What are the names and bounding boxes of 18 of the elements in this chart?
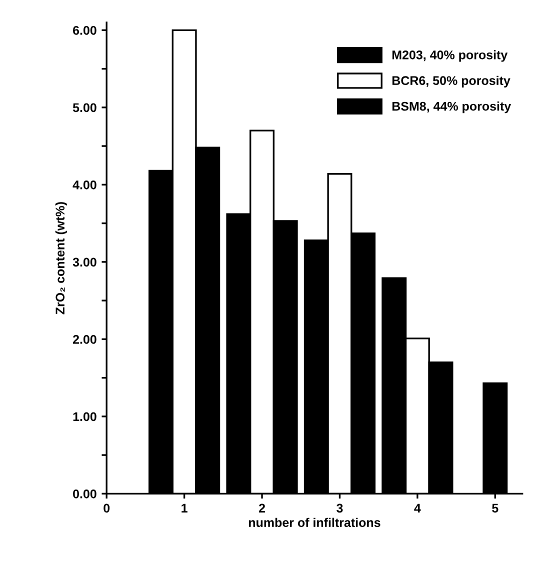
- y-tick-label: 6.00: [73, 26, 96, 35]
- y-tick-label: 5.00: [72, 103, 96, 112]
- y-tick-label: 0.00: [73, 489, 96, 498]
- x-tick-label: 2: [258, 504, 265, 512]
- x-tick-label: 5: [492, 504, 498, 513]
- y-axis-title: ZrO₂ content (wt%): [55, 202, 67, 314]
- x-axis-title: number of infiltrations: [248, 518, 380, 528]
- legend-label: BSM8, 44% porosity: [392, 102, 512, 114]
- x-tick-label: 0: [104, 504, 110, 513]
- x-tick-label: 3: [336, 504, 343, 513]
- y-tick-label: 4.00: [72, 180, 96, 190]
- y-tick-label: 3.00: [72, 258, 96, 267]
- legend-label: M203, 40% porosity: [392, 50, 508, 62]
- y-tick-label: 2.00: [72, 334, 96, 344]
- y-tick-label: 1.00: [73, 412, 96, 422]
- x-tick-label: 4: [414, 504, 421, 512]
- legend-label: BCR6, 50% porosity: [392, 76, 510, 88]
- x-tick-label: 1: [182, 504, 188, 512]
